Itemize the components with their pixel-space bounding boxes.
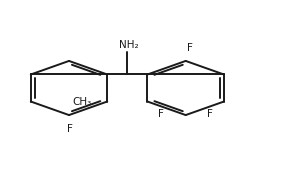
Text: F: F bbox=[67, 124, 74, 134]
Text: F: F bbox=[158, 109, 164, 118]
Text: F: F bbox=[187, 43, 193, 53]
Text: NH₂: NH₂ bbox=[119, 40, 139, 50]
Text: F: F bbox=[207, 109, 213, 118]
Text: CH₃: CH₃ bbox=[72, 96, 92, 106]
